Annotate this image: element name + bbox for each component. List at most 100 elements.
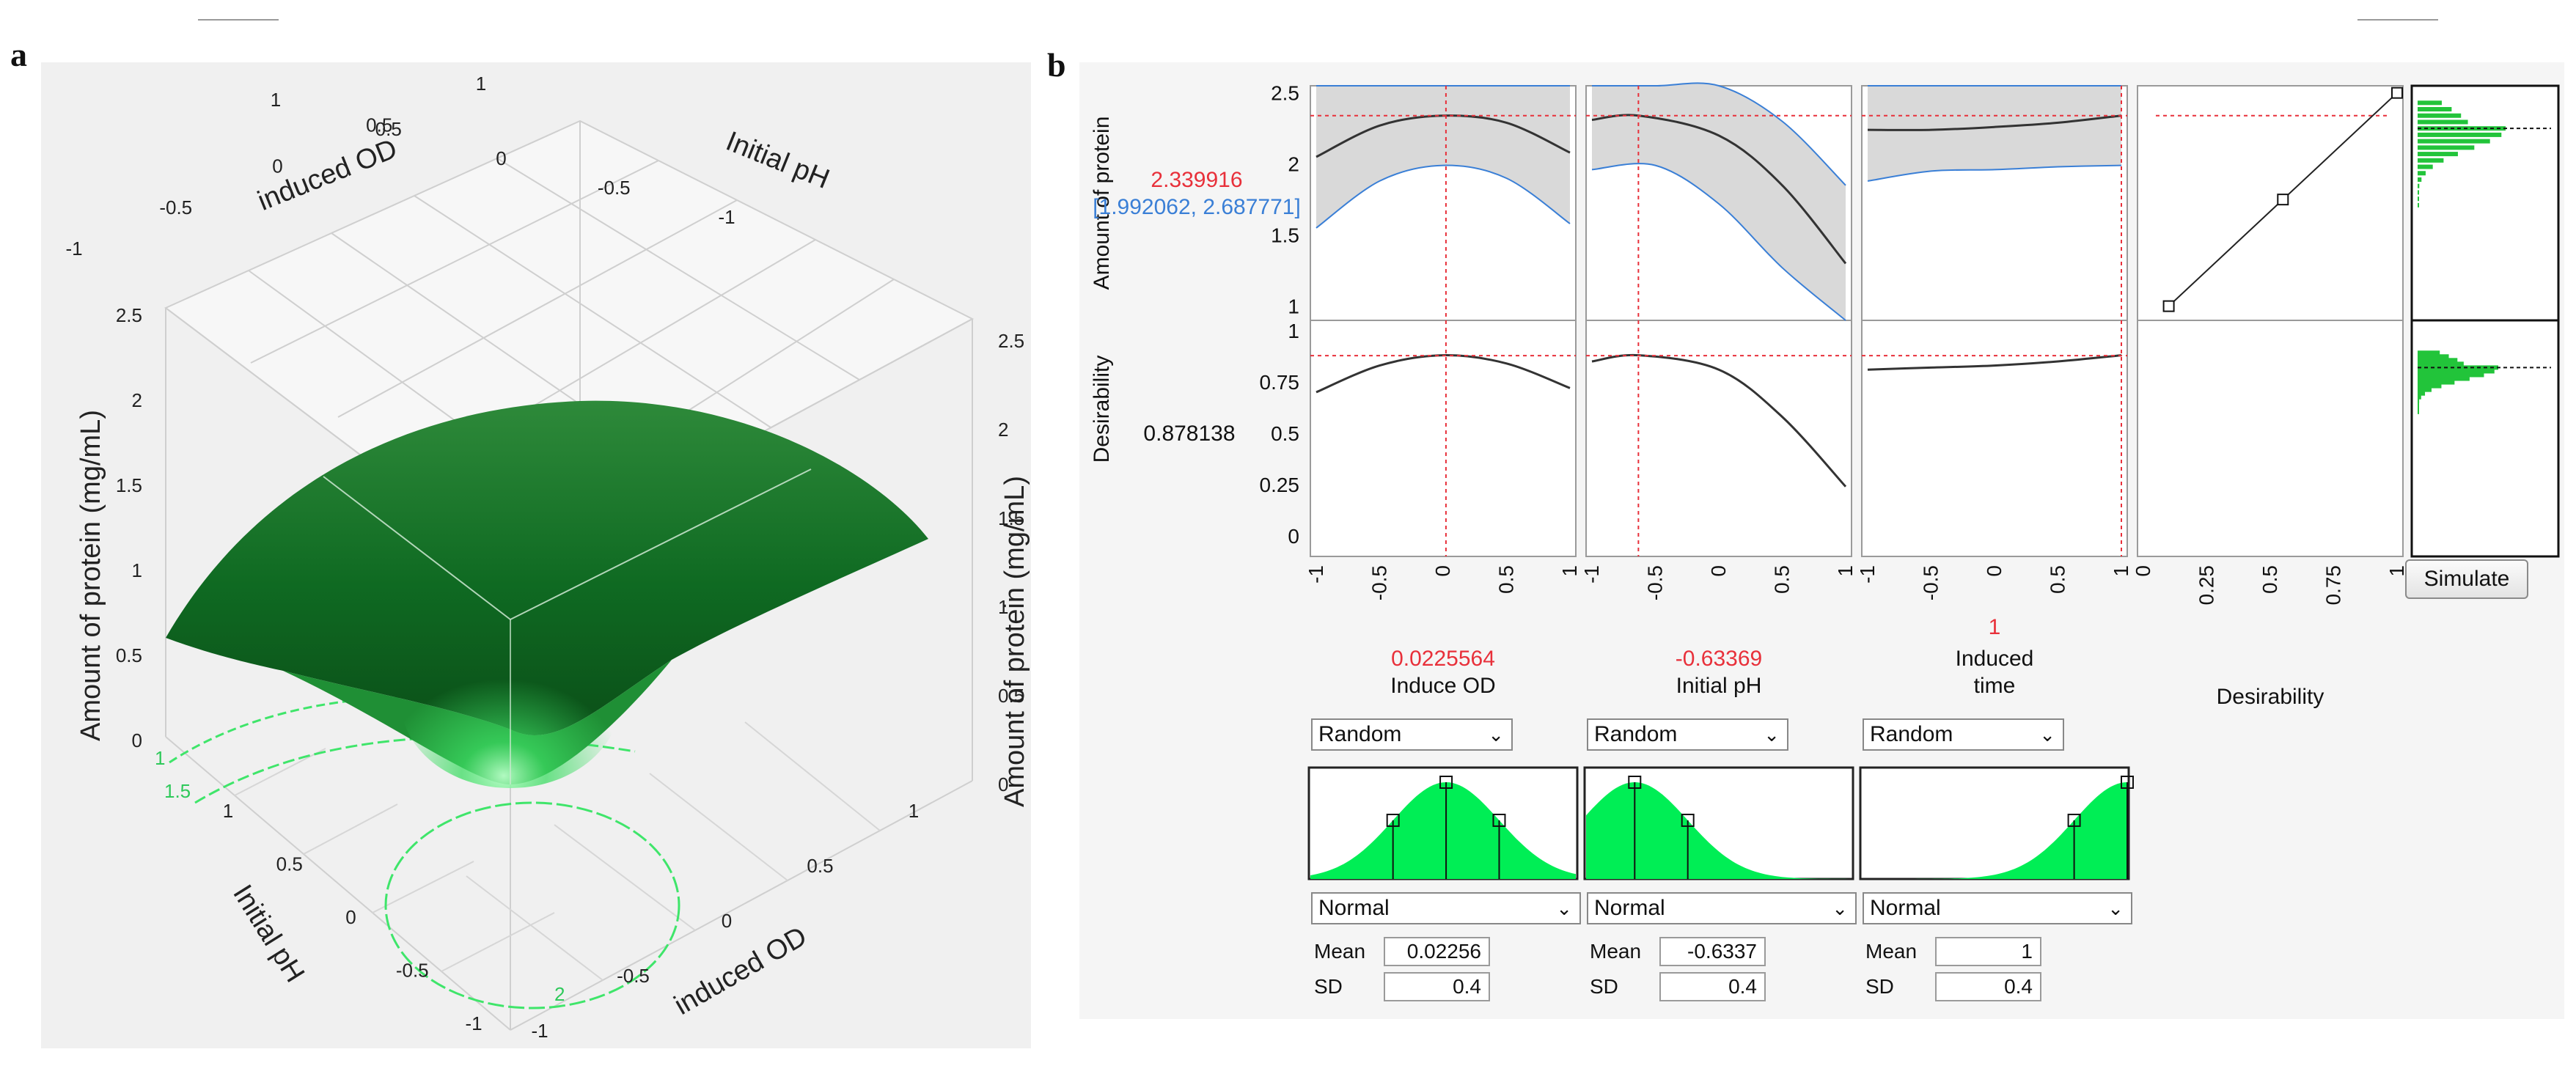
induced-time-mean-field[interactable]: 1 [1935, 937, 2041, 966]
prediction-profiler-panel: Amount of protein 2.339916 [1.992062, 2.68… [1079, 62, 2564, 1019]
response-y-tick-label: 1 [1288, 295, 1299, 318]
desirability-function-point [2391, 87, 2403, 99]
response-y-tick-label: 2.5 [1271, 82, 1299, 105]
floor-grid [234, 721, 881, 981]
induce-od-dist-type-select[interactable]: Normal ⌄ [1311, 892, 1581, 924]
panel-a-letter: a [10, 36, 27, 73]
histogram-bar [2418, 202, 2419, 207]
lower-interval-line [1315, 164, 1571, 229]
panel-b-letter: b [1047, 46, 1066, 84]
induce-od-distribution-select[interactable]: Random ⌄ [1311, 718, 1513, 751]
z-tick-label-right: 2 [998, 419, 1008, 441]
z-axis-title-right: Amount of protein (mg/mL) [999, 476, 1030, 807]
response-axis-label: Amount of protein [1090, 117, 1114, 290]
z-tick-label-right: 1.5 [998, 507, 1024, 529]
prediction-curve [1591, 114, 1847, 265]
histogram-bar [2418, 402, 2419, 407]
induced-time-distribution-select[interactable]: Random ⌄ [1863, 718, 2064, 751]
histogram-bar [2418, 139, 2490, 144]
distribution-handle [1628, 776, 1642, 789]
header-rule-right [2357, 19, 2438, 21]
histogram-bar [2418, 145, 2475, 150]
lower-interval-line [1867, 164, 2122, 182]
distribution-curve [1862, 782, 2127, 879]
z-tick-label-left: 2 [132, 389, 142, 411]
induced-time-distribution-value: Random [1870, 722, 1953, 746]
confidence-band [1868, 86, 2121, 181]
histogram-bar [2418, 350, 2440, 356]
factor-current-value: 0.0225564 [1391, 647, 1495, 671]
initial-ph-distribution-select[interactable]: Random ⌄ [1587, 718, 1788, 751]
histogram-bar [2418, 391, 2426, 396]
initial-ph-dist-type-value: Normal [1594, 896, 1665, 920]
histogram-bar [2418, 190, 2419, 195]
desirability-function-point [2277, 194, 2289, 206]
x-tick-label-front: 1 [909, 800, 919, 822]
induced-time-dist-type-value: Normal [1870, 896, 1941, 920]
z-tick-label-left: 1 [132, 559, 142, 581]
histogram-bar [2418, 164, 2433, 169]
x-tick-label-front: 0 [722, 910, 732, 932]
histogram-bar [2418, 119, 2468, 125]
lower-interval-line [1591, 163, 1846, 321]
histogram-bar [2418, 372, 2484, 378]
x-tick-label: 0 [272, 155, 282, 177]
initial-ph-distribution-value: Random [1594, 722, 1678, 746]
histogram-bar [2418, 171, 2426, 176]
desirability-y-tick-label: 0 [1288, 525, 1299, 548]
desirability-cell-frame [1310, 320, 1577, 557]
initial-ph-dist-type-select[interactable]: Normal ⌄ [1587, 892, 1857, 924]
histogram-bar [2418, 394, 2421, 400]
initial-ph-sd-label: SD [1590, 975, 1618, 998]
induced-time-sd-field[interactable]: 0.4 [1935, 972, 2041, 1001]
induce-od-distribution-value: Random [1318, 722, 1402, 746]
induce-od-sd-label: SD [1314, 975, 1343, 998]
response-surface [166, 400, 928, 788]
factor-x-tick-label: 1 [2110, 565, 2132, 577]
desirability-y-tick-label: 0.25 [1260, 474, 1300, 496]
y-tick-label-front: -1 [465, 1012, 482, 1034]
histogram-bar [2418, 376, 2470, 381]
initial-ph-sd-field[interactable]: 0.4 [1659, 972, 1766, 1001]
factor-x-tick-label: 0 [1431, 565, 1454, 577]
chevron-down-icon: ⌄ [1488, 724, 1504, 746]
y-tick-label: -0.5 [598, 177, 631, 199]
surface-plot-panel: -1 -0.5 0 0.5 1 1 0.5 0 -0.5 -1 0 0.5 1 1.5 2 2.5 0 0.5 1 1… [41, 62, 1031, 1048]
desirability-value: 0.878138 [1143, 422, 1235, 446]
y-tick-label: 0.5 [375, 118, 402, 140]
distribution-handle [1386, 813, 1400, 827]
desirability-x-tick-label: 0.25 [2195, 565, 2218, 606]
x-axis-title-front: induced OD [669, 921, 812, 1021]
contour-label: 2 [554, 983, 565, 1005]
induce-od-sd-field[interactable]: 0.4 [1384, 972, 1490, 1001]
distribution-handle [2121, 776, 2134, 789]
induce-od-mean-field[interactable]: 0.02256 [1384, 937, 1490, 966]
distribution-handle [1492, 813, 1506, 827]
prediction-profiler: Amount of protein 2.339916 [1.992062, 2.68… [1090, 82, 2560, 880]
desirability-x-tick-label: 0.5 [2258, 565, 2281, 594]
desirability-curve [1591, 353, 1847, 488]
factor-x-tick-label: 0 [1707, 565, 1730, 577]
y-tick-label-front: -0.5 [396, 960, 429, 982]
chevron-down-icon: ⌄ [1764, 724, 1780, 746]
induced-time-dist-type-select[interactable]: Normal ⌄ [1863, 892, 2132, 924]
y-tick-label: -1 [718, 206, 735, 228]
induce-od-mean-label: Mean [1314, 940, 1366, 963]
simulate-button[interactable]: Simulate [2405, 559, 2528, 599]
factor-x-tick-label: -0.5 [1368, 565, 1391, 600]
factor-name-line2: time [1974, 674, 2016, 698]
chevron-down-icon: ⌄ [2039, 724, 2055, 746]
surface-plot: -1 -0.5 0 0.5 1 1 0.5 0 -0.5 -1 0 0.5 1 1.5 2 2.5 0 0.5 1 1… [65, 73, 1030, 1042]
factor-name-line1: Induced [1956, 647, 2034, 671]
histogram-bar [2418, 183, 2420, 188]
y-tick-label: 0 [496, 147, 506, 169]
z-tick-label-left: 0 [132, 729, 142, 751]
distribution-handle [1681, 813, 1695, 827]
response-y-tick-label: 1.5 [1271, 224, 1299, 247]
histogram-bar [2418, 100, 2442, 106]
factor-x-tick-label: -1 [1304, 565, 1327, 584]
histogram-bar [2418, 361, 2464, 367]
initial-ph-mean-field[interactable]: -0.6337 [1659, 937, 1766, 966]
desirability-cell-frame [1585, 320, 1852, 557]
histogram-bar [2418, 358, 2458, 363]
